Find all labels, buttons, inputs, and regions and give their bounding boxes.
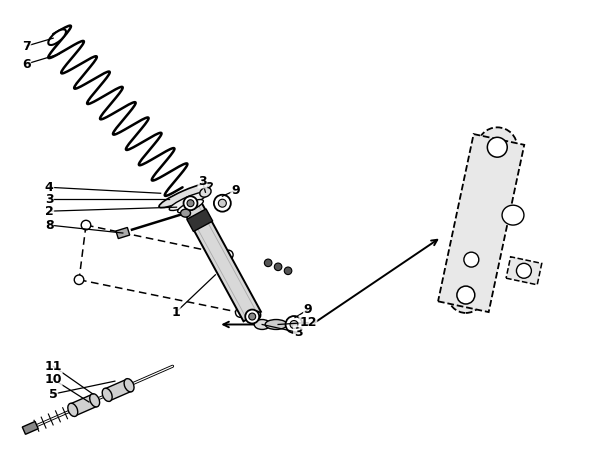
Polygon shape — [438, 134, 524, 312]
Polygon shape — [182, 199, 261, 321]
Ellipse shape — [90, 394, 100, 407]
Ellipse shape — [464, 252, 479, 267]
Ellipse shape — [457, 286, 475, 304]
Ellipse shape — [477, 127, 517, 167]
Text: 4: 4 — [45, 181, 54, 194]
Text: 9: 9 — [304, 303, 312, 316]
Polygon shape — [506, 257, 542, 285]
Ellipse shape — [102, 388, 112, 401]
Ellipse shape — [517, 263, 532, 278]
Polygon shape — [70, 394, 97, 416]
Ellipse shape — [124, 379, 134, 392]
Ellipse shape — [448, 277, 484, 313]
Ellipse shape — [178, 200, 203, 213]
Ellipse shape — [214, 195, 231, 212]
Ellipse shape — [254, 320, 270, 330]
Ellipse shape — [184, 196, 197, 210]
Text: 3: 3 — [294, 326, 303, 339]
Circle shape — [284, 267, 292, 275]
Ellipse shape — [200, 188, 211, 197]
Circle shape — [74, 275, 84, 285]
Ellipse shape — [48, 29, 66, 45]
Text: 12: 12 — [299, 316, 317, 329]
Polygon shape — [187, 209, 213, 231]
Ellipse shape — [286, 316, 303, 333]
Text: 7: 7 — [22, 39, 30, 53]
Circle shape — [81, 220, 91, 230]
Circle shape — [264, 259, 272, 266]
Ellipse shape — [248, 311, 261, 322]
Text: 10: 10 — [44, 373, 62, 386]
Text: 2: 2 — [45, 205, 54, 218]
Text: 3: 3 — [198, 175, 207, 188]
Circle shape — [236, 308, 245, 317]
Ellipse shape — [290, 321, 298, 329]
Ellipse shape — [159, 183, 212, 208]
Ellipse shape — [249, 313, 256, 320]
Ellipse shape — [181, 209, 191, 217]
Ellipse shape — [502, 205, 524, 225]
Ellipse shape — [218, 199, 226, 207]
Polygon shape — [22, 421, 38, 434]
Ellipse shape — [169, 192, 208, 210]
Text: 9: 9 — [231, 184, 240, 197]
Text: 11: 11 — [44, 360, 62, 373]
Text: 5: 5 — [49, 388, 57, 400]
Ellipse shape — [245, 310, 259, 323]
Circle shape — [224, 250, 233, 260]
Text: 3: 3 — [45, 193, 53, 206]
Polygon shape — [105, 380, 132, 401]
Text: 6: 6 — [22, 57, 30, 70]
Text: 8: 8 — [45, 218, 53, 232]
Ellipse shape — [68, 403, 78, 417]
Ellipse shape — [487, 137, 507, 157]
Polygon shape — [453, 246, 489, 274]
Circle shape — [274, 263, 282, 271]
Ellipse shape — [265, 320, 287, 330]
Text: 1: 1 — [171, 306, 180, 319]
Ellipse shape — [187, 200, 194, 207]
Polygon shape — [116, 228, 130, 238]
